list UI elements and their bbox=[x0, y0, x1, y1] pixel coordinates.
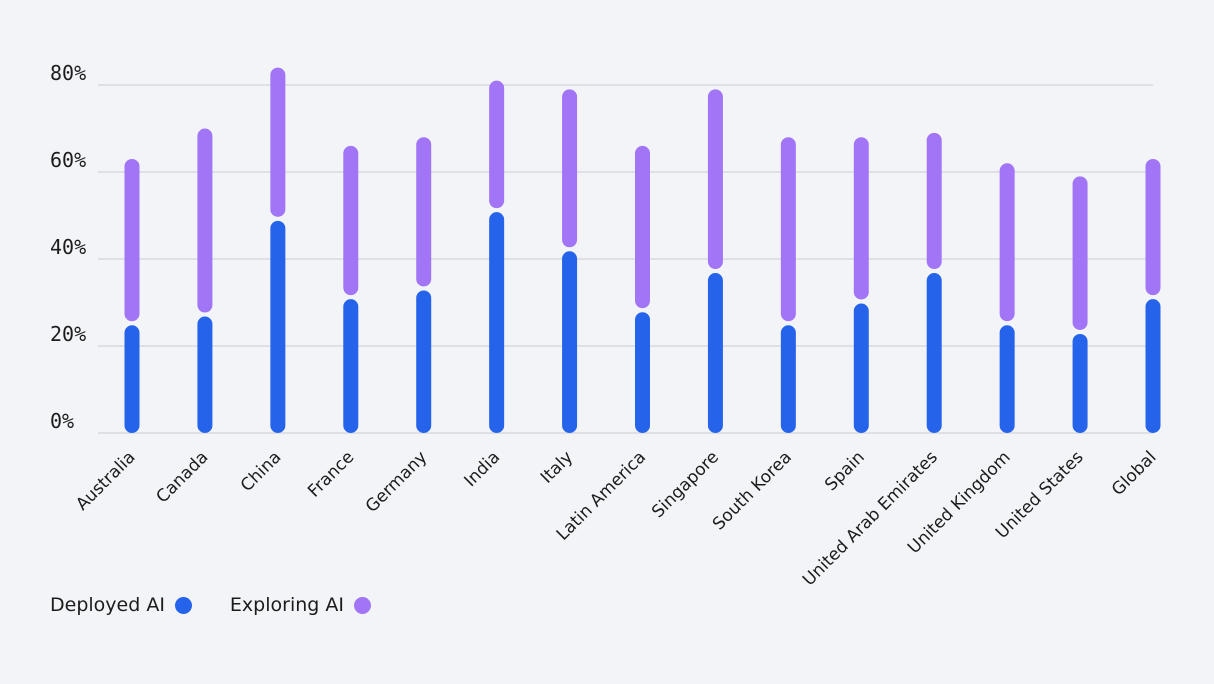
bar-exploring bbox=[270, 67, 286, 217]
x-tick-label: Italy bbox=[537, 447, 577, 487]
bar-deployed bbox=[1072, 333, 1088, 433]
legend-item-deployed: Deployed AI bbox=[50, 594, 192, 616]
bar-exploring bbox=[707, 89, 723, 270]
bar-deployed bbox=[197, 316, 213, 433]
bar-exploring bbox=[197, 128, 213, 313]
x-tick-label: Germany bbox=[362, 447, 431, 516]
bar-exploring bbox=[780, 137, 796, 322]
bar-deployed bbox=[416, 290, 432, 433]
bar-exploring bbox=[999, 163, 1015, 322]
bar-exploring bbox=[1072, 176, 1088, 330]
x-tick-label: South Korea bbox=[709, 447, 796, 534]
bar-deployed bbox=[562, 251, 578, 433]
bar-deployed bbox=[343, 299, 359, 433]
x-tick-label: Australia bbox=[72, 447, 139, 514]
bar-exploring bbox=[635, 145, 650, 309]
bar-exploring bbox=[853, 137, 869, 300]
legend-dot-deployed-icon bbox=[174, 596, 192, 614]
bar-exploring bbox=[1145, 158, 1161, 296]
legend-dot-exploring-icon bbox=[353, 596, 371, 614]
bar-exploring bbox=[489, 80, 505, 209]
x-tick-label: France bbox=[304, 447, 358, 501]
legend-label-deployed: Deployed AI bbox=[50, 594, 165, 616]
x-tick-label: India bbox=[461, 447, 505, 491]
y-tick-label: 40% bbox=[50, 235, 86, 259]
y-tick-label: 60% bbox=[50, 148, 86, 172]
bar-deployed bbox=[999, 325, 1015, 433]
bar-deployed bbox=[853, 303, 869, 433]
y-tick-label: 0% bbox=[50, 409, 74, 433]
bar-exploring bbox=[562, 89, 578, 248]
bar-exploring bbox=[343, 145, 359, 296]
bar-deployed bbox=[270, 220, 286, 433]
bar-deployed bbox=[489, 212, 505, 433]
legend-label-exploring: Exploring AI bbox=[229, 594, 344, 616]
bar-exploring bbox=[124, 158, 140, 322]
x-tick-label: Singapore bbox=[648, 447, 723, 522]
bar-exploring bbox=[926, 132, 942, 270]
bar-deployed bbox=[926, 273, 942, 433]
bar-deployed bbox=[124, 325, 140, 433]
y-tick-label: 20% bbox=[50, 322, 86, 346]
x-tick-label: Spain bbox=[821, 447, 869, 495]
bar-deployed bbox=[635, 312, 650, 433]
x-tick-label: Canada bbox=[153, 447, 213, 507]
bar-deployed bbox=[780, 325, 796, 433]
legend-item-exploring: Exploring AI bbox=[230, 594, 371, 616]
x-tick-label: Global bbox=[1108, 447, 1160, 499]
legend: Deployed AI Exploring AI bbox=[50, 594, 409, 616]
x-tick-label: China bbox=[237, 447, 285, 495]
bar-deployed bbox=[707, 273, 723, 433]
x-tick-label: United Arab Emirates bbox=[799, 447, 942, 590]
y-tick-label: 80% bbox=[50, 61, 86, 85]
bar-deployed bbox=[1145, 299, 1161, 433]
bar-exploring bbox=[416, 137, 432, 287]
